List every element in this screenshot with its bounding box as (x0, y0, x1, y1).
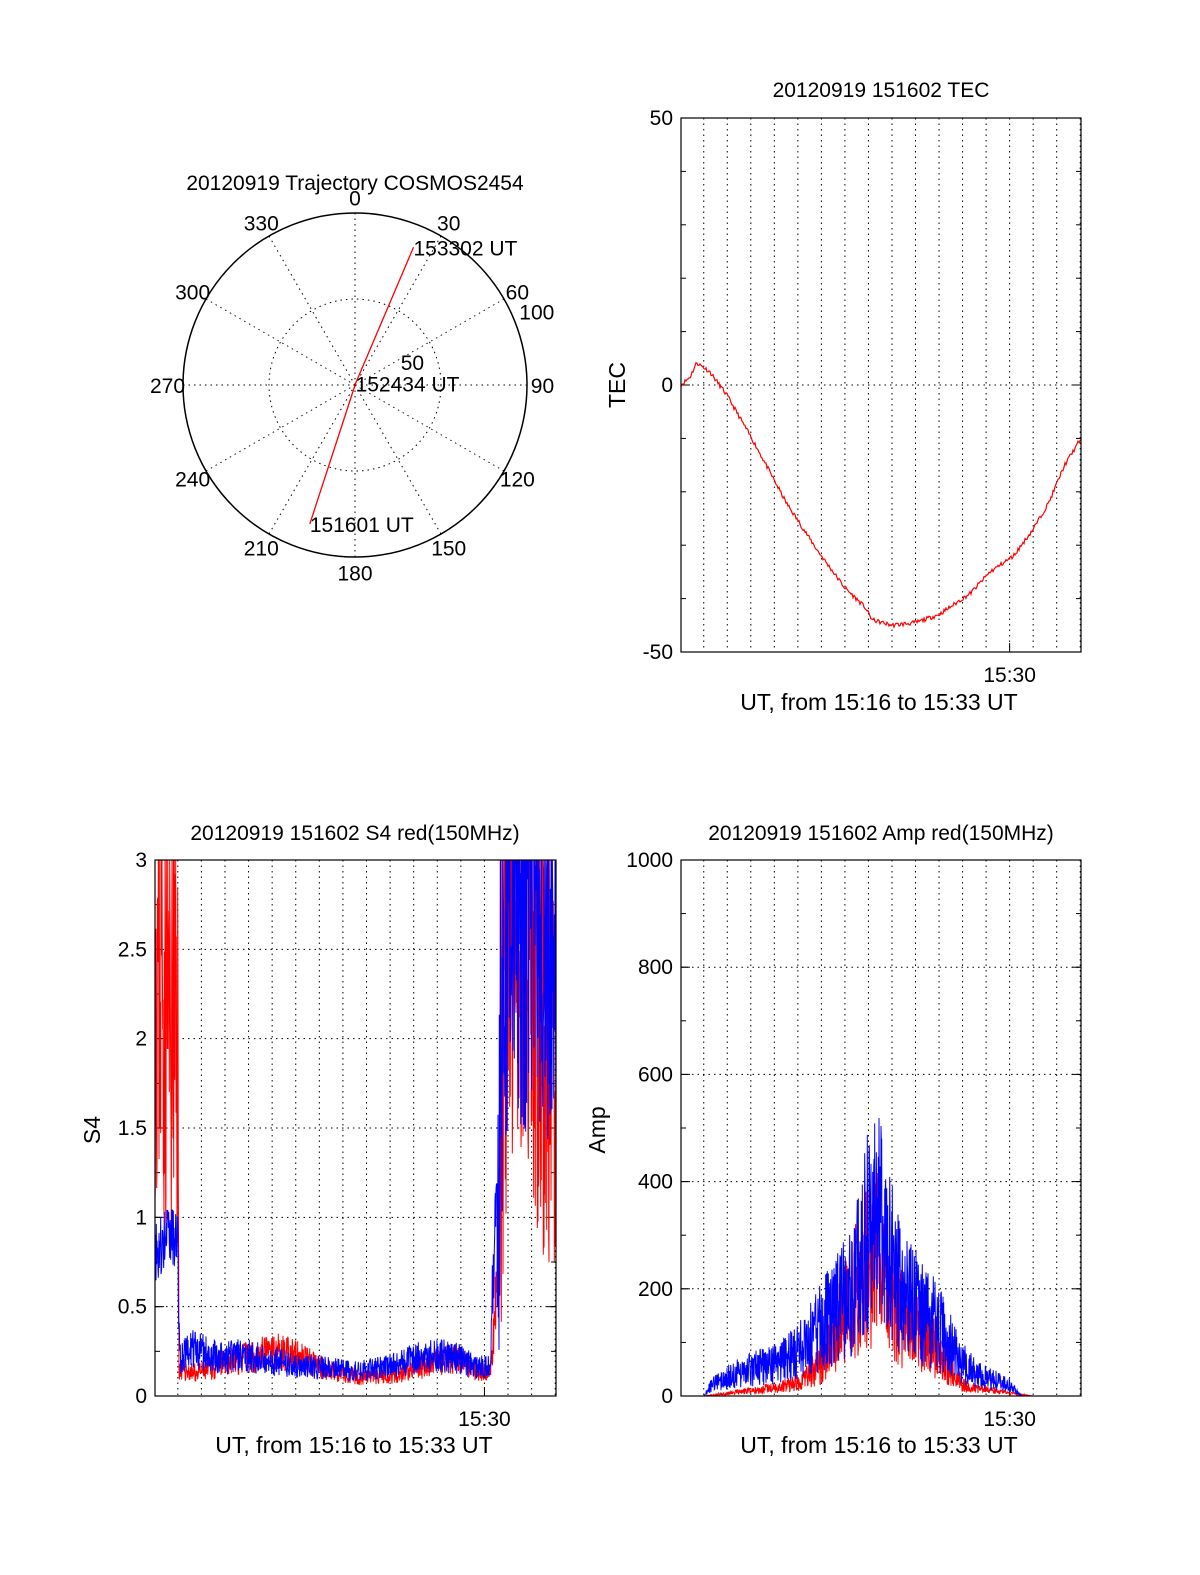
polar-angle-label-0: 0 (349, 188, 361, 211)
tec-ylabel: TEC (604, 362, 630, 408)
polar-spoke-300 (205, 298, 356, 386)
polar-angle-label-240: 240 (175, 469, 210, 492)
y-tick-label: 2.5 (118, 938, 147, 961)
blue-series-line (155, 860, 556, 1382)
trajectory-annotation: 151601 UT (310, 514, 414, 537)
tec-plot-area: -50 0 50 15:30 (643, 107, 1082, 687)
s4-ylabel: S4 (79, 1116, 105, 1144)
blue-series-line (681, 1117, 1081, 1396)
y-tick-label: 400 (638, 1171, 673, 1194)
polar-spoke-60 (354, 298, 505, 386)
polar-spoke-240 (205, 384, 356, 472)
polar-spoke-30 (354, 235, 442, 386)
red-series-line (681, 361, 1081, 629)
polar-radial-label-100: 100 (519, 302, 554, 325)
polar-angle-label-330: 330 (244, 213, 279, 236)
y-tick-label: 0 (661, 374, 673, 397)
y-tick-label: 0.5 (118, 1296, 147, 1319)
amp-chart: 20120919 151602 Amp red(150MHz) Amp UT, … (584, 822, 1082, 1458)
plot-frame (680, 859, 1082, 1397)
s4-chart: 20120919 151602 S4 red(150MHz) S4 UT, fr… (79, 822, 557, 1458)
y-tick-label: -50 (643, 641, 673, 664)
polar-angle-label-30: 30 (437, 213, 460, 236)
y-tick-label: 0 (661, 1385, 673, 1408)
polar-spoke-210 (268, 384, 356, 535)
s4-title: 20120919 151602 S4 red(150MHz) (190, 822, 519, 845)
polar-angle-label-90: 90 (531, 375, 554, 398)
s4-xlabel: UT, from 15:16 to 15:33 UT (215, 1432, 492, 1458)
plot-frame (154, 859, 557, 1397)
tec-xlabel: UT, from 15:16 to 15:33 UT (740, 689, 1017, 715)
polar-spoke-330 (268, 235, 356, 386)
s4-plot-area: 0 0.5 1 1.5 2 2.5 3 15:30 (118, 849, 557, 1431)
amp-ylabel: Amp (584, 1106, 610, 1153)
trajectory-polar-chart: 20120919 Trajectory COSMOS2454 0 30 60 90 12… (150, 172, 554, 585)
y-tick-label: 2 (135, 1028, 147, 1051)
y-tick-label: 600 (638, 1063, 673, 1086)
x-tick-label: 15:30 (458, 1408, 511, 1431)
amp-title: 20120919 151602 Amp red(150MHz) (708, 822, 1054, 845)
polar-grid (182, 212, 528, 558)
x-tick-label: 15:30 (983, 664, 1036, 687)
trajectory-title: 20120919 Trajectory COSMOS2454 (186, 172, 524, 195)
tec-chart: 20120919 151602 TEC TEC UT, from 15:16 t… (604, 79, 1082, 715)
amp-plot-area: 0 200 400 600 800 1000 15:30 (626, 849, 1082, 1431)
y-tick-label: 200 (638, 1278, 673, 1301)
polar-spoke-120 (354, 384, 505, 472)
polar-spoke-150 (354, 384, 442, 535)
x-tick-label: 15:30 (983, 1408, 1036, 1431)
y-tick-label: 800 (638, 956, 673, 979)
amp-xlabel: UT, from 15:16 to 15:33 UT (740, 1432, 1017, 1458)
tec-title: 20120919 151602 TEC (773, 79, 990, 102)
trajectory-line (309, 247, 415, 525)
y-tick-label: 1000 (626, 849, 673, 872)
y-tick-label: 3 (135, 849, 147, 872)
y-tick-label: 1 (135, 1206, 147, 1229)
polar-ring-50 (268, 298, 442, 472)
polar-angle-label-150: 150 (431, 537, 466, 560)
red-series-line (681, 1172, 1081, 1396)
polar-angle-label-300: 300 (175, 281, 210, 304)
polar-angle-label-270: 270 (150, 375, 185, 398)
polar-angle-label-60: 60 (506, 281, 529, 304)
polar-angle-label-210: 210 (244, 537, 279, 560)
polar-series: 151601 UT 152434 UT 153302 UT (309, 237, 518, 537)
y-tick-label: 1.5 (118, 1117, 147, 1140)
plot-frame (680, 117, 1082, 653)
polar-radial-label-50: 50 (401, 352, 424, 375)
polar-angle-label-120: 120 (500, 469, 535, 492)
y-tick-label: 50 (650, 107, 673, 130)
trajectory-annotation: 153302 UT (413, 237, 517, 260)
trajectory-annotation: 152434 UT (356, 373, 460, 396)
y-tick-label: 0 (135, 1385, 147, 1408)
red-series-line (155, 860, 556, 1385)
polar-labels: 0 30 60 90 120 150 180 210 240 270 300 330 50 100 (150, 188, 554, 586)
polar-angle-label-180: 180 (337, 562, 372, 585)
